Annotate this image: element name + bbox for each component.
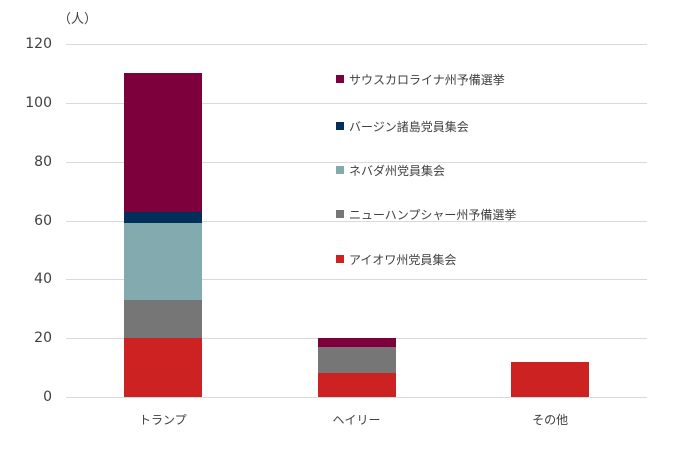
legend-item: アイオワ州党員集会 <box>332 250 456 268</box>
y-tick-label: 80 <box>34 153 52 170</box>
bar-segment <box>123 338 202 397</box>
bar-segment <box>511 361 590 397</box>
x-tick-label: ヘイリー <box>332 413 381 427</box>
legend-swatch-icon <box>336 210 344 218</box>
y-tick-label: 0 <box>43 389 52 405</box>
legend-swatch-icon <box>336 255 344 263</box>
bar-segment <box>123 223 202 300</box>
gridline <box>66 162 647 163</box>
y-axis-unit-label: （人） <box>58 12 98 27</box>
bar-stack <box>123 0 202 454</box>
legend-item: バージン諸島党員集会 <box>332 117 469 135</box>
legend-label: ネバダ州党員集会 <box>349 163 446 178</box>
legend-swatch-icon <box>336 122 344 130</box>
bar-segment <box>317 338 396 347</box>
gridline <box>66 397 647 398</box>
y-tick-label: 40 <box>34 271 52 288</box>
y-tick-label: 100 <box>25 94 52 111</box>
bar-stack <box>317 0 396 454</box>
legend-item: ニューハンプシャー州予備選挙 <box>332 205 516 223</box>
bar-stack <box>511 0 590 454</box>
bar-segment <box>123 211 202 224</box>
gridline <box>66 103 647 104</box>
legend-label: サウスカロライナ州予備選挙 <box>349 72 505 87</box>
x-tick-label: トランプ <box>139 413 187 427</box>
legend-item: ネバダ州党員集会 <box>332 161 445 179</box>
legend-label: バージン諸島党員集会 <box>349 119 469 134</box>
legend-label: アイオワ州党員集会 <box>349 252 457 267</box>
bar-segment <box>317 373 396 397</box>
legend-label: ニューハンプシャー州予備選挙 <box>349 207 517 222</box>
x-tick-label: その他 <box>532 413 569 427</box>
y-tick-label: 60 <box>34 212 52 229</box>
gridline <box>66 279 647 280</box>
y-tick-label: 120 <box>25 36 52 52</box>
bar-segment <box>317 346 396 374</box>
legend-item: サウスカロライナ州予備選挙 <box>332 70 505 88</box>
legend-swatch-icon <box>336 75 344 83</box>
gridline <box>66 221 647 222</box>
y-tick-label: 20 <box>34 330 52 347</box>
bar-segment <box>123 299 202 339</box>
gridline <box>66 44 647 45</box>
bar-segment <box>123 73 202 212</box>
legend-swatch-icon <box>336 166 344 174</box>
